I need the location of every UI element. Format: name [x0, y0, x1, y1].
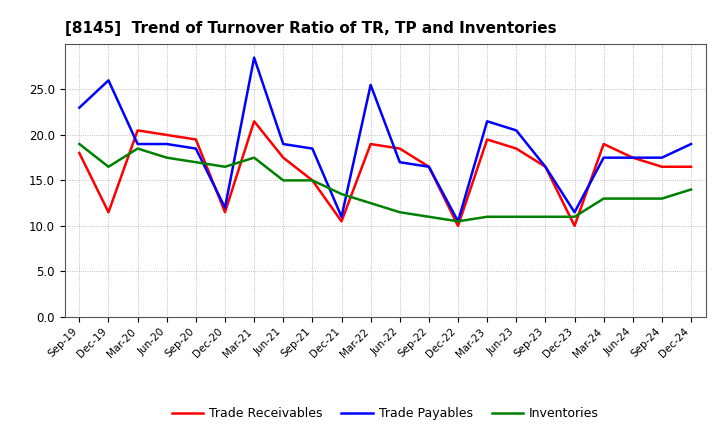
Trade Receivables [629, 155, 637, 160]
Trade Payables [541, 164, 550, 169]
Trade Payables [133, 141, 142, 147]
Trade Payables [512, 128, 521, 133]
Trade Payables [395, 160, 404, 165]
Inventories [192, 160, 200, 165]
Trade Receivables [279, 155, 287, 160]
Trade Receivables [454, 223, 462, 228]
Trade Payables [570, 209, 579, 215]
Trade Receivables [104, 209, 113, 215]
Trade Receivables [395, 146, 404, 151]
Trade Payables [279, 141, 287, 147]
Inventories [366, 201, 375, 206]
Trade Receivables [657, 164, 666, 169]
Trade Receivables [250, 119, 258, 124]
Inventories [657, 196, 666, 201]
Trade Payables [337, 214, 346, 220]
Inventories [308, 178, 317, 183]
Inventories [512, 214, 521, 220]
Trade Receivables [308, 178, 317, 183]
Inventories [395, 209, 404, 215]
Inventories [104, 164, 113, 169]
Trade Payables [163, 141, 171, 147]
Inventories [163, 155, 171, 160]
Trade Payables [454, 219, 462, 224]
Trade Payables [75, 105, 84, 110]
Trade Receivables [483, 137, 492, 142]
Trade Receivables [570, 223, 579, 228]
Inventories [541, 214, 550, 220]
Trade Payables [687, 141, 696, 147]
Inventories [629, 196, 637, 201]
Trade Receivables [687, 164, 696, 169]
Trade Payables [220, 205, 229, 210]
Inventories [250, 155, 258, 160]
Inventories [337, 191, 346, 197]
Trade Receivables [337, 219, 346, 224]
Inventories [425, 214, 433, 220]
Trade Payables [629, 155, 637, 160]
Trade Payables [366, 82, 375, 88]
Trade Payables [104, 78, 113, 83]
Trade Payables [599, 155, 608, 160]
Trade Receivables [133, 128, 142, 133]
Line: Trade Receivables: Trade Receivables [79, 121, 691, 226]
Inventories [570, 214, 579, 220]
Inventories [483, 214, 492, 220]
Trade Payables [308, 146, 317, 151]
Legend: Trade Receivables, Trade Payables, Inventories: Trade Receivables, Trade Payables, Inven… [166, 402, 604, 425]
Inventories [75, 141, 84, 147]
Inventories [687, 187, 696, 192]
Trade Payables [657, 155, 666, 160]
Text: [8145]  Trend of Turnover Ratio of TR, TP and Inventories: [8145] Trend of Turnover Ratio of TR, TP… [65, 21, 557, 36]
Trade Receivables [425, 164, 433, 169]
Line: Trade Payables: Trade Payables [79, 58, 691, 221]
Inventories [220, 164, 229, 169]
Trade Receivables [220, 209, 229, 215]
Line: Inventories: Inventories [79, 144, 691, 221]
Trade Receivables [599, 141, 608, 147]
Trade Payables [192, 146, 200, 151]
Inventories [279, 178, 287, 183]
Trade Receivables [163, 132, 171, 138]
Trade Payables [425, 164, 433, 169]
Inventories [454, 219, 462, 224]
Trade Receivables [192, 137, 200, 142]
Trade Receivables [75, 150, 84, 156]
Trade Receivables [541, 164, 550, 169]
Trade Payables [483, 119, 492, 124]
Trade Receivables [512, 146, 521, 151]
Trade Receivables [366, 141, 375, 147]
Inventories [133, 146, 142, 151]
Inventories [599, 196, 608, 201]
Trade Payables [250, 55, 258, 60]
